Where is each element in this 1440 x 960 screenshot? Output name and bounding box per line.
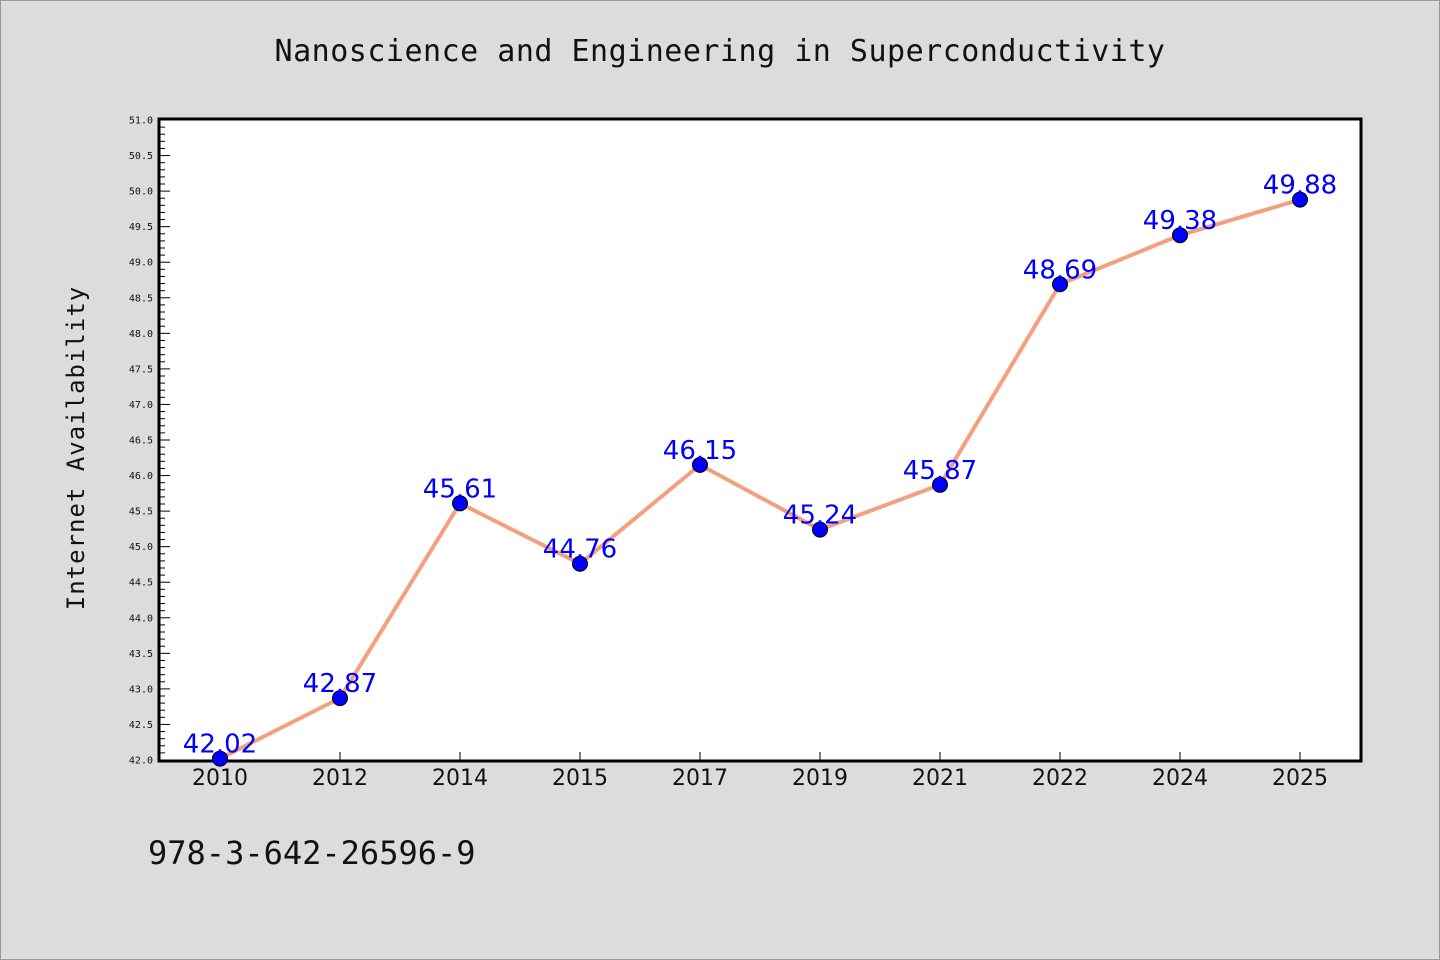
data-point (212, 750, 228, 767)
footer-code: 978-3-642-26596-9 (148, 834, 476, 872)
y-tick-label: 42.5 (129, 720, 153, 731)
data-label: 42.02 (183, 730, 257, 760)
x-tick-label: 2012 (312, 766, 368, 791)
y-tick-label: 49.0 (129, 258, 153, 269)
data-label: 42.87 (303, 669, 377, 699)
data-point (332, 690, 348, 707)
data-label: 45.87 (903, 456, 977, 486)
y-tick-label: 50.5 (129, 151, 153, 162)
x-tick-label: 2014 (432, 766, 488, 791)
x-tick-label: 2019 (792, 766, 848, 791)
y-tick-label: 47.0 (129, 400, 153, 411)
data-labels: 42.02 42.87 45.61 44.76 46.15 45.24 45.87 48.69… (183, 171, 1337, 760)
y-tick-label: 48.5 (129, 293, 153, 304)
x-tick-label: 2015 (552, 766, 608, 791)
y-tick-label: 44.0 (129, 613, 153, 624)
data-point (692, 456, 708, 473)
y-tick-label: 43.5 (129, 649, 153, 660)
data-point (1172, 227, 1188, 244)
y-tick-label: 42.0 (129, 756, 153, 767)
data-label: 49.88 (1263, 171, 1337, 201)
data-label: 45.61 (423, 474, 497, 504)
y-tick-label: 44.5 (129, 578, 153, 589)
series-line (219, 197, 1301, 761)
y-tick-label: 48.0 (129, 329, 153, 340)
y-tick-label: 45.0 (129, 542, 153, 553)
data-label: 46.15 (663, 436, 737, 466)
y-tick-label: 49.5 (129, 222, 153, 233)
y-axis-ticks: 42.0 42.5 43.0 43.5 44.0 44.5 45.0 45.5 46.0 46.5… (129, 116, 170, 767)
chart-title: Nanoscience and Engineering in Supercond… (274, 34, 1166, 69)
data-label: 45.24 (783, 501, 857, 531)
data-point (572, 555, 588, 572)
series-markers (212, 191, 1308, 767)
x-tick-label: 2024 (1152, 766, 1208, 791)
x-axis-ticks: 2010 2012 2014 2015 2017 2019 2021 2022 2024 2025 (192, 752, 1328, 791)
y-tick-label: 47.5 (129, 364, 153, 375)
x-tick-label: 2017 (672, 766, 728, 791)
plot-area (157, 117, 1363, 763)
data-label: 48.69 (1023, 255, 1097, 285)
y-tick-label: 51.0 (129, 116, 153, 127)
data-label: 44.76 (543, 535, 617, 565)
data-point (1292, 191, 1308, 208)
data-point (1052, 276, 1068, 293)
x-tick-label: 2025 (1272, 766, 1328, 791)
y-tick-label: 46.5 (129, 436, 153, 447)
data-point (812, 521, 828, 538)
y-tick-label: 45.5 (129, 507, 153, 518)
y-tick-label: 50.0 (129, 187, 153, 198)
x-tick-label: 2010 (192, 766, 248, 791)
x-tick-label: 2022 (1032, 766, 1088, 791)
data-point (932, 476, 948, 493)
data-point (452, 495, 468, 512)
data-label: 49.38 (1143, 206, 1217, 236)
y-tick-label: 43.0 (129, 684, 153, 695)
x-tick-label: 2021 (912, 766, 968, 791)
y-tick-label: 46.0 (129, 471, 153, 482)
